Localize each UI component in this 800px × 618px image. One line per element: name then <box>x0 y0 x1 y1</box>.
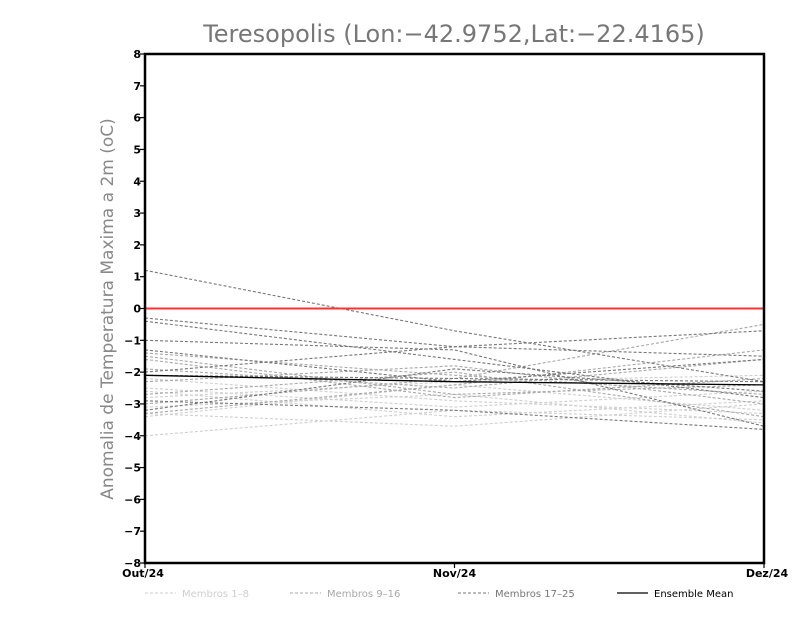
y-tick-label: 6 <box>133 112 141 125</box>
x-tick-label: Dez/24 <box>746 567 789 580</box>
series-line-13 <box>144 355 765 395</box>
series-line-24 <box>144 368 765 411</box>
series-line-6 <box>144 377 765 415</box>
series-line-14 <box>144 371 765 418</box>
series-line-15 <box>144 349 765 415</box>
y-tick-label: 3 <box>133 207 141 220</box>
series-line-22 <box>144 400 765 430</box>
y-tick-label: 4 <box>133 175 141 188</box>
series-line-20 <box>144 339 765 427</box>
y-tick-label: −5 <box>124 462 141 475</box>
y-tick-label: −3 <box>124 398 141 411</box>
y-tick-label: −6 <box>124 493 141 506</box>
series-line-9 <box>144 352 765 395</box>
y-tick-label: −4 <box>124 430 141 443</box>
series-line-25 <box>144 374 765 383</box>
y-tick-label: −7 <box>124 525 141 538</box>
y-tick-label: 5 <box>133 143 141 156</box>
y-tick-label: 0 <box>133 303 141 316</box>
y-tick-label: −2 <box>124 366 141 379</box>
series-line-12 <box>144 323 765 405</box>
y-axis-label: Anomalia de Temperatura Maxima a 2m (oC) <box>98 118 118 500</box>
y-tick-label: 2 <box>133 239 141 252</box>
series-line-3 <box>144 393 765 424</box>
series-line-2 <box>144 403 765 427</box>
series-line-11 <box>144 365 765 405</box>
legend-label-3: Membros 17–25 <box>495 589 575 600</box>
series-line-4 <box>144 387 765 408</box>
legend-label-1: Membros 1–8 <box>182 589 249 600</box>
series-line-18 <box>144 317 765 357</box>
series-line-26 <box>144 374 765 386</box>
legend-label-4: Ensemble Mean <box>654 589 733 600</box>
series-layer <box>144 269 765 437</box>
series-line-8 <box>144 390 765 418</box>
y-tick-label: 8 <box>133 48 141 61</box>
series-line-10 <box>144 358 765 389</box>
y-tick-label: 1 <box>133 271 141 284</box>
series-line-7 <box>144 374 765 399</box>
chart-title: Teresopolis (Lon:−42.9752,Lat:−22.4165) <box>202 20 705 48</box>
y-tick-label: 7 <box>133 80 141 93</box>
series-line-21 <box>144 330 765 373</box>
legend-label-2: Membros 9–16 <box>327 589 400 600</box>
x-tick-label: Nov/24 <box>433 567 477 580</box>
y-tick-label: −8 <box>124 557 141 570</box>
y-tick-label: −1 <box>124 334 141 347</box>
series-line-17 <box>144 269 765 383</box>
series-line-19 <box>144 320 765 399</box>
series-line-16 <box>144 358 765 399</box>
series-line-1 <box>144 409 765 437</box>
x-tick-label: Out/24 <box>122 567 164 580</box>
legend: Membros 1–8 Membros 9–16 Membros 17–25 Ense… <box>145 589 733 600</box>
